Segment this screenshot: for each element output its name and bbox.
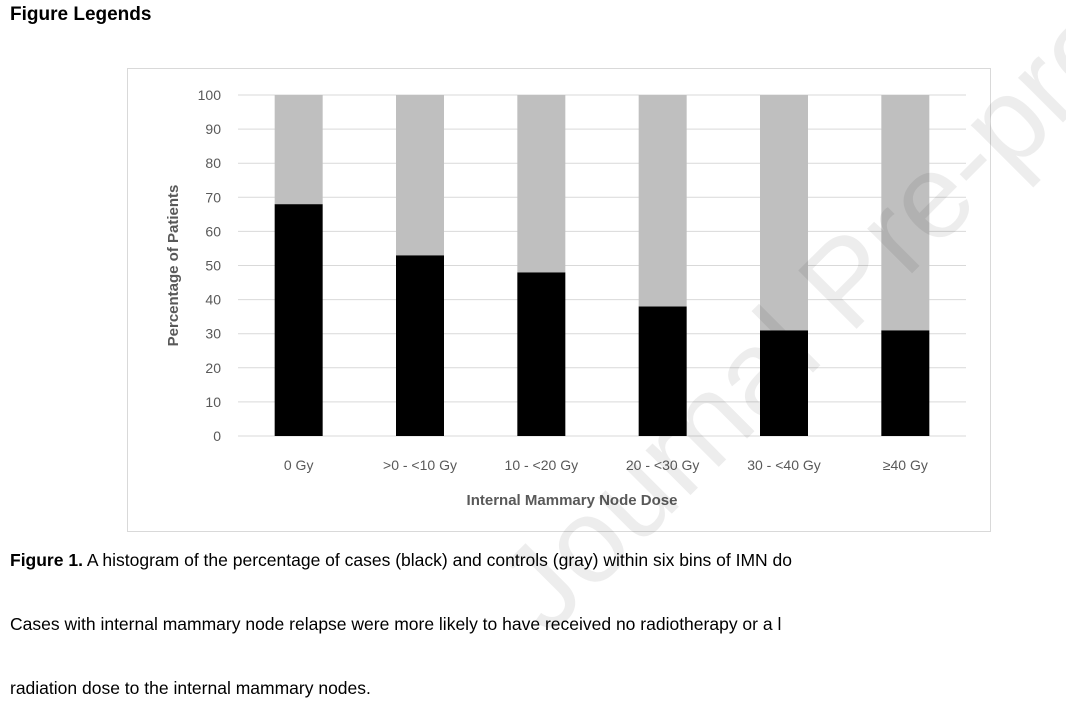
bar-controls — [517, 95, 566, 273]
y-tick-label: 40 — [205, 292, 221, 308]
caption-label: Figure 1. — [10, 550, 83, 570]
x-tick-label: >0 - <10 Gy — [383, 457, 457, 473]
y-tick-label: 90 — [205, 121, 221, 137]
bar-controls — [881, 95, 930, 331]
bar-cases — [638, 306, 687, 436]
bar-cases — [881, 330, 930, 436]
stacked-bar-chart: 0 10 20 30 40 50 60 70 80 90 100 0 Gy >0 - <10 Gy 10 … — [165, 87, 966, 509]
x-axis-label: Internal Mammary Node Dose — [467, 492, 678, 509]
x-tick-label: 10 - <20 Gy — [505, 457, 579, 473]
x-tick-label: 0 Gy — [284, 457, 314, 473]
caption-line-1: Figure 1. A histogram of the percentage … — [10, 550, 792, 571]
bar-controls — [760, 95, 808, 331]
y-tick-label: 50 — [205, 258, 221, 274]
x-tick-label: 20 - <30 Gy — [626, 457, 700, 473]
bar-cases — [517, 272, 566, 436]
bar-controls — [638, 95, 687, 307]
y-tick-label: 20 — [205, 360, 221, 376]
y-tick-label: 30 — [205, 326, 221, 342]
y-tick-label: 10 — [205, 394, 221, 410]
bar-controls — [396, 95, 444, 256]
page-heading: Figure Legends — [10, 4, 152, 25]
y-tick-label: 70 — [205, 189, 221, 205]
y-tick-label: 80 — [205, 155, 221, 171]
y-tick-label: 0 — [213, 428, 221, 444]
chart-frame: 0 10 20 30 40 50 60 70 80 90 100 0 Gy >0 - <10 Gy 10 … — [127, 68, 991, 532]
caption-text-1: A histogram of the percentage of cases (… — [82, 550, 793, 570]
bar-controls — [274, 95, 323, 205]
caption-line-3: radiation dose to the internal mammary n… — [10, 678, 371, 698]
bar-cases — [396, 255, 444, 436]
x-tick-label: ≥40 Gy — [883, 457, 928, 473]
y-axis-label: Percentage of Patients — [165, 185, 182, 347]
y-tick-label: 100 — [198, 87, 222, 103]
y-tick-label: 60 — [205, 223, 221, 239]
bar-cases — [760, 330, 808, 436]
bar-cases — [274, 204, 323, 436]
x-tick-label: 30 - <40 Gy — [747, 457, 821, 473]
caption-line-2: Cases with internal mammary node relapse… — [10, 614, 782, 634]
